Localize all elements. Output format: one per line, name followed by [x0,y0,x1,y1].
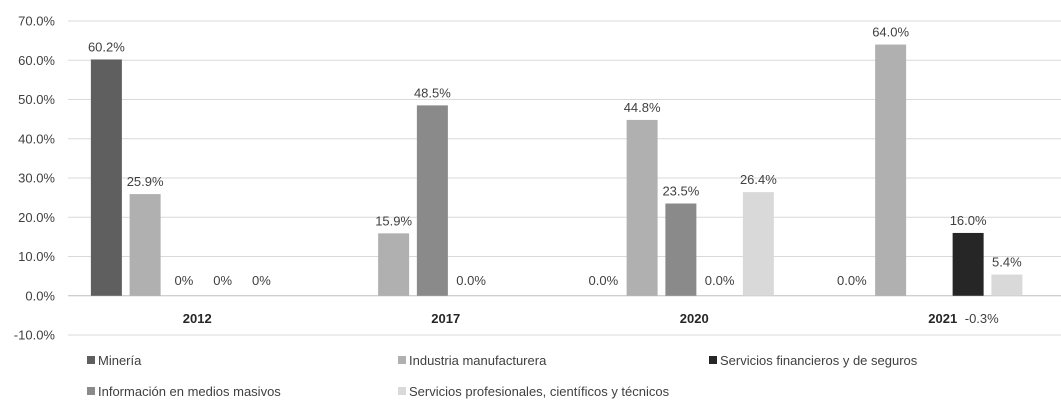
data-label: 0.0% [837,273,867,288]
y-axis-tick-labels: -10.0% 0.0% 10.0% 20.0% 30.0% 40.0% 50.0% 60.0%… [14,14,56,343]
legend-label: Servicios financieros y de seguros [720,353,918,368]
legend-label: Minería [98,353,142,368]
legend-swatch [709,356,717,364]
data-label: 25.9% [127,174,164,189]
legend-swatch [398,387,406,395]
data-label: 0.0% [589,273,619,288]
legend-label: Servicios profesionales, científicos y t… [409,384,670,399]
legend-label: Información en medios masivos [98,384,281,399]
legend-swatch [87,387,95,395]
bar [378,233,410,296]
y-tick-label: 50.0% [18,92,55,107]
data-label: 0.0% [456,273,486,288]
y-tick-label: 70.0% [18,14,55,29]
bar [626,119,658,296]
x-category-label: 2020 [680,311,709,326]
data-labels: 60.2% 25.9% 0% 0% 0% 15.9% 48.5% 0.0% 0.0% 44.8% 2… [88,25,1022,326]
y-tick-label: 40.0% [18,131,55,146]
y-tick-label: 30.0% [18,171,55,186]
data-label: 0% [252,273,271,288]
legend-label: Industria manufacturera [409,353,547,368]
data-label: 5.4% [992,255,1022,270]
data-label: 16.0% [950,213,987,228]
data-label: 0% [213,273,232,288]
bar [952,232,984,296]
data-label: 60.2% [88,39,125,54]
y-tick-label: 0.0% [25,288,55,303]
data-label: 48.5% [414,85,451,100]
bar [991,274,1023,296]
data-label: 26.4% [740,172,777,187]
bar [129,194,161,296]
bar [742,192,774,296]
bars [90,44,1023,296]
x-category-label: 2012 [183,311,212,326]
data-label: -0.3% [965,311,999,326]
legend-swatch [398,356,406,364]
data-label: 64.0% [872,25,909,40]
data-label: 15.9% [375,213,412,228]
legend-swatch [87,356,95,364]
x-category-label: 2021 [928,311,957,326]
y-tick-label: -10.0% [14,328,56,343]
bar [665,203,697,296]
x-category-label: 2017 [431,311,460,326]
data-label: 0.0% [705,273,735,288]
bar [875,44,907,296]
bar [416,105,448,296]
y-tick-label: 60.0% [18,53,55,68]
y-tick-label: 10.0% [18,249,55,264]
gridlines [68,20,1061,336]
legend: Minería Industria manufacturera Servicios … [87,353,918,399]
x-axis-category-labels: 2012 2017 2020 2021 [183,311,957,326]
y-tick-label: 20.0% [18,210,55,225]
data-label: 0% [174,273,193,288]
data-label: 44.8% [624,100,661,115]
bar [90,59,122,296]
data-label: 23.5% [662,184,699,199]
